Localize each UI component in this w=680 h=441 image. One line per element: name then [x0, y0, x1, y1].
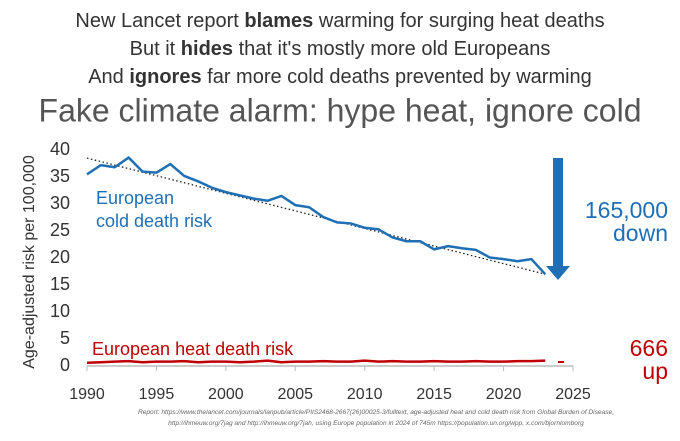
- annotation: 165,000: [585, 197, 668, 223]
- y-tick-label: 20: [50, 247, 70, 267]
- header-segment: that it's mostly more old Europeans: [233, 38, 550, 60]
- y-tick-label: 0: [60, 355, 70, 375]
- y-tick-label: 40: [50, 139, 70, 159]
- header-segment: warming for surging heat deaths: [313, 10, 604, 32]
- x-tick-label: 2020: [486, 386, 522, 403]
- y-tick-label: 30: [50, 193, 70, 213]
- header-segment: far more cold deaths prevented by warmin…: [202, 66, 592, 88]
- x-tick-label: 2000: [208, 386, 244, 403]
- header-segment: But it: [130, 38, 181, 60]
- x-tick-label: 2005: [277, 386, 313, 403]
- x-tick-label: 1990: [69, 386, 105, 403]
- y-tick-label: 35: [50, 166, 70, 186]
- series-label: European heat death risk: [92, 339, 294, 359]
- annotation: 666: [630, 335, 668, 361]
- annotation: down: [613, 220, 668, 246]
- y-axis-label: Age-adjusted risk per 100,000: [21, 155, 38, 369]
- header-segment: New Lancet report: [75, 10, 244, 32]
- header-segment: And: [88, 66, 129, 88]
- y-tick-label: 5: [60, 328, 70, 348]
- x-tick-label: 1995: [139, 386, 175, 403]
- series-label: European: [96, 188, 174, 208]
- series-line: [86, 359, 546, 365]
- source-note: http://ihmeuw.org/7jag and http://ihmeuw…: [168, 420, 584, 427]
- y-tick-label: 25: [50, 220, 70, 240]
- y-tick-label: 15: [50, 274, 70, 294]
- header-line: And ignores far more cold deaths prevent…: [88, 66, 592, 88]
- x-tick-label: 2025: [555, 386, 591, 403]
- x-tick-label: 2010: [347, 386, 383, 403]
- x-tick-label: 2015: [416, 386, 452, 403]
- y-tick-label: 10: [50, 301, 70, 321]
- series-label: cold death risk: [96, 211, 213, 231]
- header-segment: ignores: [129, 66, 201, 88]
- source-note: Report: https://www.thelancet.com/journa…: [138, 409, 614, 416]
- header-line: But it hides that it's mostly more old E…: [130, 38, 551, 60]
- down-arrow: [546, 158, 570, 280]
- header-line: New Lancet report blames warming for sur…: [75, 10, 604, 32]
- chart-title: Fake climate alarm: hype heat, ignore co…: [39, 92, 642, 128]
- trendline: [86, 157, 546, 275]
- header-segment: blames: [244, 10, 313, 32]
- series-line: [86, 156, 547, 276]
- header-segment: hides: [181, 38, 233, 60]
- annotation: up: [642, 358, 668, 384]
